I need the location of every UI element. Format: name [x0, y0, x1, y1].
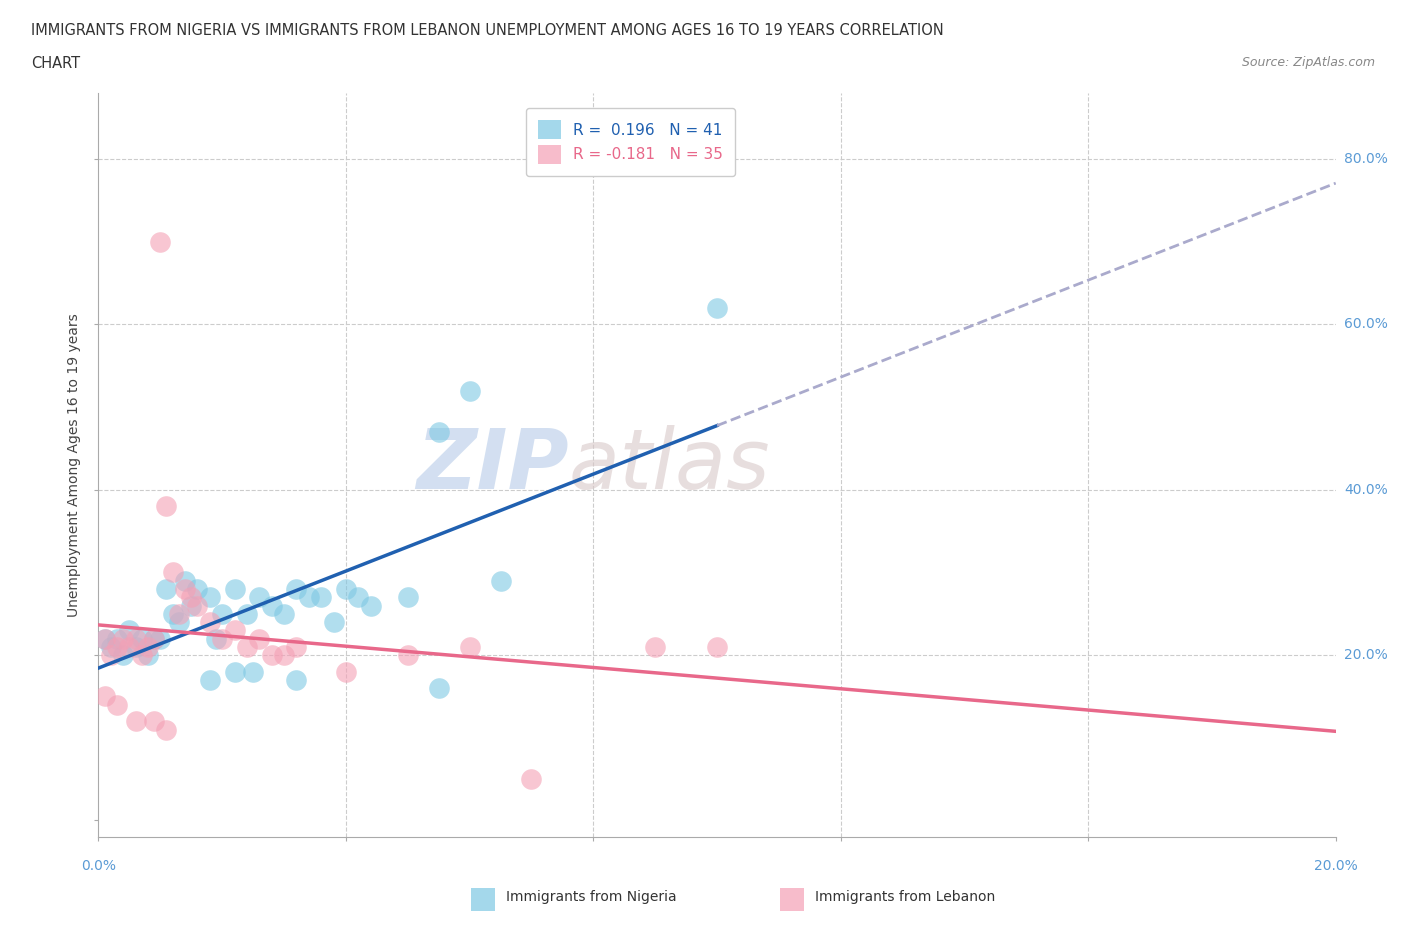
Point — [124, 631, 146, 646]
Legend: R =  0.196   N = 41, R = -0.181   N = 35: R = 0.196 N = 41, R = -0.181 N = 35 — [526, 108, 735, 176]
Point — [124, 640, 146, 655]
Text: atlas: atlas — [568, 424, 770, 506]
Point — [143, 631, 166, 646]
Point — [105, 631, 128, 646]
Point — [93, 631, 115, 646]
Point — [167, 615, 190, 630]
Point — [224, 623, 246, 638]
Point — [118, 640, 141, 655]
Point — [105, 640, 128, 655]
Y-axis label: Unemployment Among Ages 16 to 19 years: Unemployment Among Ages 16 to 19 years — [67, 313, 82, 617]
Point — [124, 714, 146, 729]
Point — [93, 689, 115, 704]
Point — [224, 581, 246, 596]
Point — [112, 631, 135, 646]
Point — [285, 640, 308, 655]
Point — [427, 424, 450, 439]
Text: 40.0%: 40.0% — [1344, 483, 1388, 497]
Point — [162, 565, 184, 580]
Text: 20.0%: 20.0% — [1344, 648, 1388, 662]
Point — [224, 664, 246, 679]
Text: Immigrants from Nigeria: Immigrants from Nigeria — [506, 890, 676, 905]
Point — [180, 598, 202, 613]
Point — [273, 647, 295, 662]
Point — [396, 647, 419, 662]
Point — [644, 640, 666, 655]
Point — [706, 640, 728, 655]
Point — [489, 573, 512, 588]
Text: CHART: CHART — [31, 56, 80, 71]
Point — [186, 598, 208, 613]
Text: 20.0%: 20.0% — [1313, 859, 1358, 873]
Point — [100, 640, 122, 655]
Point — [211, 631, 233, 646]
Point — [309, 590, 332, 604]
Point — [149, 234, 172, 249]
Text: 80.0%: 80.0% — [1344, 153, 1388, 166]
Point — [198, 615, 221, 630]
Point — [162, 606, 184, 621]
Point — [198, 590, 221, 604]
Point — [335, 581, 357, 596]
Point — [167, 606, 190, 621]
Point — [136, 647, 159, 662]
Point — [335, 664, 357, 679]
Point — [180, 590, 202, 604]
Point — [93, 631, 115, 646]
Point — [236, 606, 259, 621]
Point — [285, 581, 308, 596]
Point — [211, 606, 233, 621]
Point — [118, 623, 141, 638]
Point — [136, 640, 159, 655]
Point — [247, 631, 270, 646]
Text: IMMIGRANTS FROM NIGERIA VS IMMIGRANTS FROM LEBANON UNEMPLOYMENT AMONG AGES 16 TO: IMMIGRANTS FROM NIGERIA VS IMMIGRANTS FR… — [31, 23, 943, 38]
Point — [260, 598, 283, 613]
Point — [396, 590, 419, 604]
Text: ZIP: ZIP — [416, 424, 568, 506]
Point — [260, 647, 283, 662]
Text: 60.0%: 60.0% — [1344, 317, 1388, 331]
Point — [186, 581, 208, 596]
Point — [143, 714, 166, 729]
Point — [458, 383, 481, 398]
Point — [131, 647, 153, 662]
Point — [205, 631, 228, 646]
Point — [298, 590, 321, 604]
Text: Source: ZipAtlas.com: Source: ZipAtlas.com — [1241, 56, 1375, 69]
Point — [242, 664, 264, 679]
Point — [155, 581, 177, 596]
Point — [143, 631, 166, 646]
Point — [174, 581, 197, 596]
Point — [236, 640, 259, 655]
Point — [112, 647, 135, 662]
Point — [198, 672, 221, 687]
Point — [347, 590, 370, 604]
Point — [155, 498, 177, 513]
Point — [247, 590, 270, 604]
Point — [105, 698, 128, 712]
Point — [155, 722, 177, 737]
Point — [100, 647, 122, 662]
Point — [131, 631, 153, 646]
Text: 0.0%: 0.0% — [82, 859, 115, 873]
Point — [174, 573, 197, 588]
Point — [285, 672, 308, 687]
Text: Immigrants from Lebanon: Immigrants from Lebanon — [815, 890, 995, 905]
Point — [427, 681, 450, 696]
Point — [458, 640, 481, 655]
Point — [520, 772, 543, 787]
Point — [149, 631, 172, 646]
Point — [322, 615, 344, 630]
Point — [273, 606, 295, 621]
Point — [360, 598, 382, 613]
Point — [706, 300, 728, 315]
